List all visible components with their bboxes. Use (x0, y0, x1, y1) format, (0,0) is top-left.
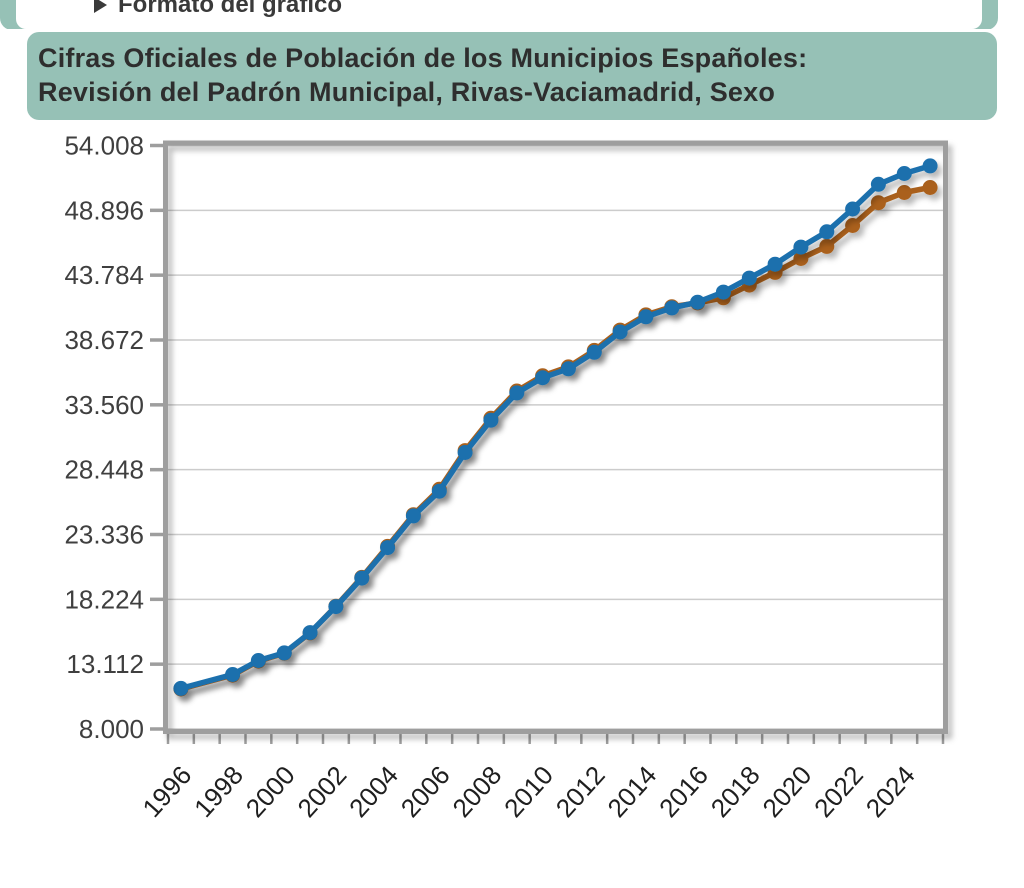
y-tick-label: 54.008 (64, 131, 144, 161)
x-tick-label: 2012 (550, 760, 611, 823)
data-point (250, 653, 266, 668)
data-point (690, 294, 706, 310)
x-tick-label: 2000 (240, 760, 301, 823)
data-point (457, 445, 473, 460)
plot-frame (163, 140, 948, 734)
chart-title-band: Cifras Oficiales de Población de los Mun… (27, 32, 997, 120)
y-tick-label: 43.784 (64, 260, 144, 290)
format-accordion[interactable]: Formato del gráfico (16, 0, 982, 29)
data-point (509, 385, 525, 401)
data-point (793, 239, 809, 255)
chart-svg: 54.008 48.896 43.784 38.672 33.560 28.448 23.3… (64, 131, 948, 823)
data-point (483, 412, 499, 428)
y-tick-label: 8.000 (79, 714, 144, 744)
x-tick-label: 2016 (653, 760, 714, 823)
data-point (638, 309, 654, 325)
accordion-label: Formato del gráfico (118, 0, 343, 18)
population-line-chart: 54.008 48.896 43.784 38.672 33.560 28.448 23.3… (0, 130, 1024, 888)
x-tick-label: 2002 (291, 760, 352, 823)
x-tick-label: 2004 (343, 760, 404, 823)
data-point (612, 324, 628, 340)
data-point (845, 218, 861, 233)
data-point (896, 166, 912, 181)
x-tick-label: 2022 (808, 760, 869, 823)
y-tick-label: 13.112 (66, 649, 144, 679)
data-point (819, 224, 835, 240)
y-tick-label: 38.672 (64, 325, 144, 355)
data-point (380, 540, 396, 556)
y-tick-label: 23.336 (64, 520, 144, 550)
x-tick-label: 2018 (705, 760, 766, 823)
data-point (664, 300, 680, 316)
y-tick-label: 33.560 (64, 390, 144, 420)
x-axis-ticks (166, 731, 945, 744)
x-tick-label: 2010 (498, 760, 559, 823)
serie-azul (173, 158, 938, 696)
data-point (767, 256, 783, 272)
chart-title-line1: Cifras Oficiales de Población de los Mun… (38, 43, 808, 73)
data-point (870, 176, 886, 192)
data-point (302, 625, 318, 641)
y-tick-label: 18.224 (64, 584, 144, 614)
format-accordion-summary[interactable]: Formato del gráfico (94, 0, 342, 19)
x-tick-label: 1998 (188, 760, 249, 823)
data-point (586, 344, 602, 360)
data-point (896, 185, 912, 200)
data-point (819, 238, 835, 254)
chart-title-line2: Revisión del Padrón Municipal, Rivas-Vac… (38, 77, 776, 107)
x-tick-label: 1996 (136, 760, 197, 823)
triangle-right-icon (94, 0, 107, 13)
data-point (354, 570, 370, 586)
data-point (276, 645, 292, 661)
data-point (922, 180, 938, 195)
format-accordion-strip: Formato del gráfico (0, 0, 1024, 29)
data-point (793, 251, 809, 266)
x-tick-label: 2006 (395, 760, 456, 823)
data-point (328, 599, 344, 615)
data-point (741, 270, 757, 286)
data-point (560, 361, 576, 377)
data-point (173, 680, 189, 696)
data-point (431, 483, 447, 499)
data-point (845, 201, 861, 217)
x-tick-label: 2008 (446, 760, 507, 823)
x-tick-label: 2024 (860, 760, 921, 823)
data-point (870, 195, 886, 211)
data-point (225, 667, 241, 682)
data-point (405, 508, 421, 524)
y-axis: 54.008 48.896 43.784 38.672 33.560 28.448 23.3… (64, 131, 166, 744)
serie-marron (173, 180, 938, 697)
data-point (922, 158, 938, 174)
y-tick-label: 28.448 (64, 455, 144, 485)
data-point (715, 284, 731, 300)
x-axis-labels: 1996199820002002200420062008201020122014… (136, 760, 920, 823)
y-tick-label: 48.896 (64, 195, 144, 225)
x-tick-label: 2020 (756, 760, 817, 823)
data-point (535, 370, 551, 386)
x-tick-label: 2014 (601, 760, 662, 823)
